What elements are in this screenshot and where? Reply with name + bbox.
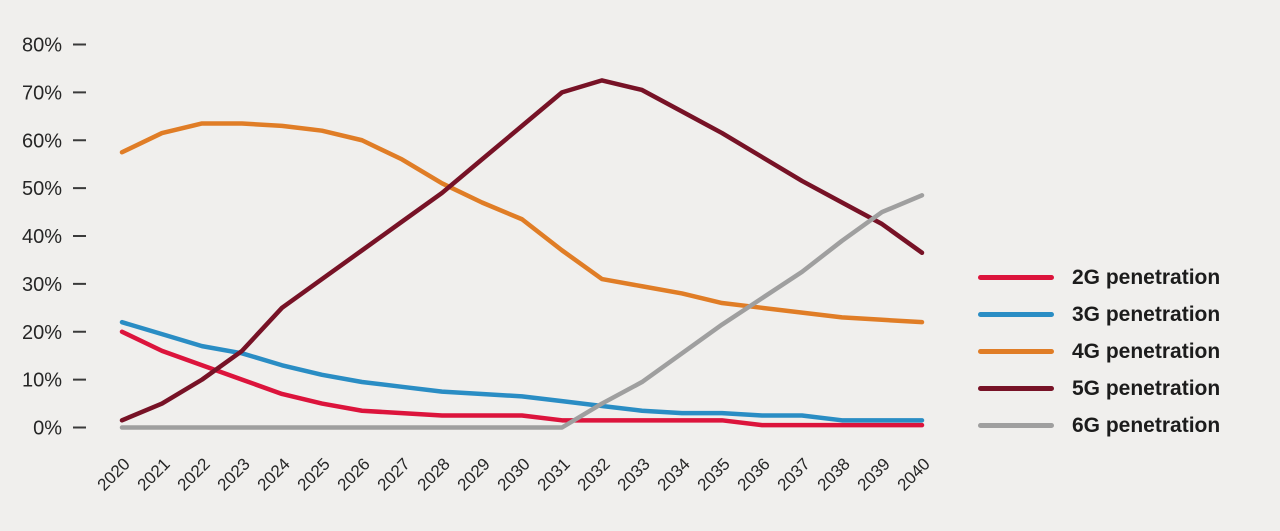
x-tick-label: 2021 bbox=[134, 454, 174, 494]
legend: 2G penetration 3G penetration 4G penetra… bbox=[978, 259, 1220, 444]
legend-item-2g: 2G penetration bbox=[978, 259, 1220, 296]
x-axis: 2020 2021 2022 2023 2024 2025 2026 2027 2028 2029… bbox=[94, 454, 934, 494]
legend-label-4g: 4G penetration bbox=[1072, 339, 1221, 363]
series-line-5g-penetration bbox=[119, 78, 925, 423]
legend-item-4g: 4G penetration bbox=[978, 333, 1220, 370]
y-tick-label: 10% bbox=[22, 370, 62, 392]
x-tick-label: 2022 bbox=[174, 454, 214, 494]
x-tick-label: 2024 bbox=[254, 454, 294, 494]
y-tick-label: 40% bbox=[22, 226, 62, 248]
x-tick-label: 2040 bbox=[894, 454, 934, 494]
y-tick-label: 50% bbox=[22, 178, 62, 200]
x-tick-label: 2038 bbox=[814, 454, 854, 494]
line-chart: 80%70%60%50%40%30%20%10%0% 2020 2021 2022 2… bbox=[22, 35, 934, 495]
x-tick-label: 2027 bbox=[374, 454, 414, 494]
x-tick-label: 2023 bbox=[214, 454, 254, 494]
y-tick-label: 30% bbox=[22, 274, 62, 296]
legend-swatch-6g-line bbox=[978, 423, 1054, 428]
x-tick-label: 2033 bbox=[614, 454, 654, 494]
y-tick-label: 0% bbox=[33, 418, 62, 440]
plot-lines bbox=[119, 78, 925, 430]
legend-label-5g: 5G penetration bbox=[1072, 376, 1221, 400]
legend-item-6g: 6G penetration bbox=[978, 407, 1220, 444]
x-tick-label: 2029 bbox=[454, 454, 494, 494]
legend-label-6g: 6G penetration bbox=[1072, 413, 1221, 437]
legend-label-3g: 3G penetration bbox=[1072, 302, 1221, 326]
legend-item-3g: 3G penetration bbox=[978, 296, 1220, 333]
x-tick-label: 2032 bbox=[574, 454, 614, 494]
x-tick-label: 2025 bbox=[294, 454, 334, 494]
x-tick-label: 2035 bbox=[694, 454, 734, 494]
legend-swatch-3g-line bbox=[978, 312, 1054, 317]
x-tick-label: 2034 bbox=[654, 454, 694, 494]
legend-item-5g: 5G penetration bbox=[978, 370, 1220, 407]
x-tick-label: 2039 bbox=[854, 454, 894, 494]
series-line-4g-penetration bbox=[119, 121, 925, 325]
series-line-3g-penetration bbox=[119, 319, 925, 423]
y-axis: 80% 70% 60% 50% 40% 30% 20% 10% 0% bbox=[22, 35, 86, 440]
y-tick-label: 20% bbox=[22, 322, 62, 344]
x-tick-label: 2031 bbox=[534, 454, 574, 494]
x-tick-label: 2037 bbox=[774, 454, 814, 494]
legend-swatch-2g-line bbox=[978, 275, 1054, 280]
y-tick-label: 70% bbox=[22, 82, 62, 104]
x-tick-label: 2026 bbox=[334, 454, 374, 494]
y-tick-label: 80% bbox=[22, 35, 62, 57]
x-tick-label: 2030 bbox=[494, 454, 534, 494]
legend-swatch-5g-line bbox=[978, 386, 1054, 391]
x-tick-label: 2020 bbox=[94, 454, 134, 494]
legend-swatch-4g-line bbox=[978, 349, 1054, 354]
y-tick-label: 60% bbox=[22, 130, 62, 152]
x-tick-label: 2036 bbox=[734, 454, 774, 494]
series-line-6g-penetration bbox=[119, 193, 925, 430]
legend-label-2g: 2G penetration bbox=[1072, 265, 1221, 289]
series-line-2g-penetration bbox=[119, 329, 925, 428]
x-tick-label: 2028 bbox=[414, 454, 454, 494]
